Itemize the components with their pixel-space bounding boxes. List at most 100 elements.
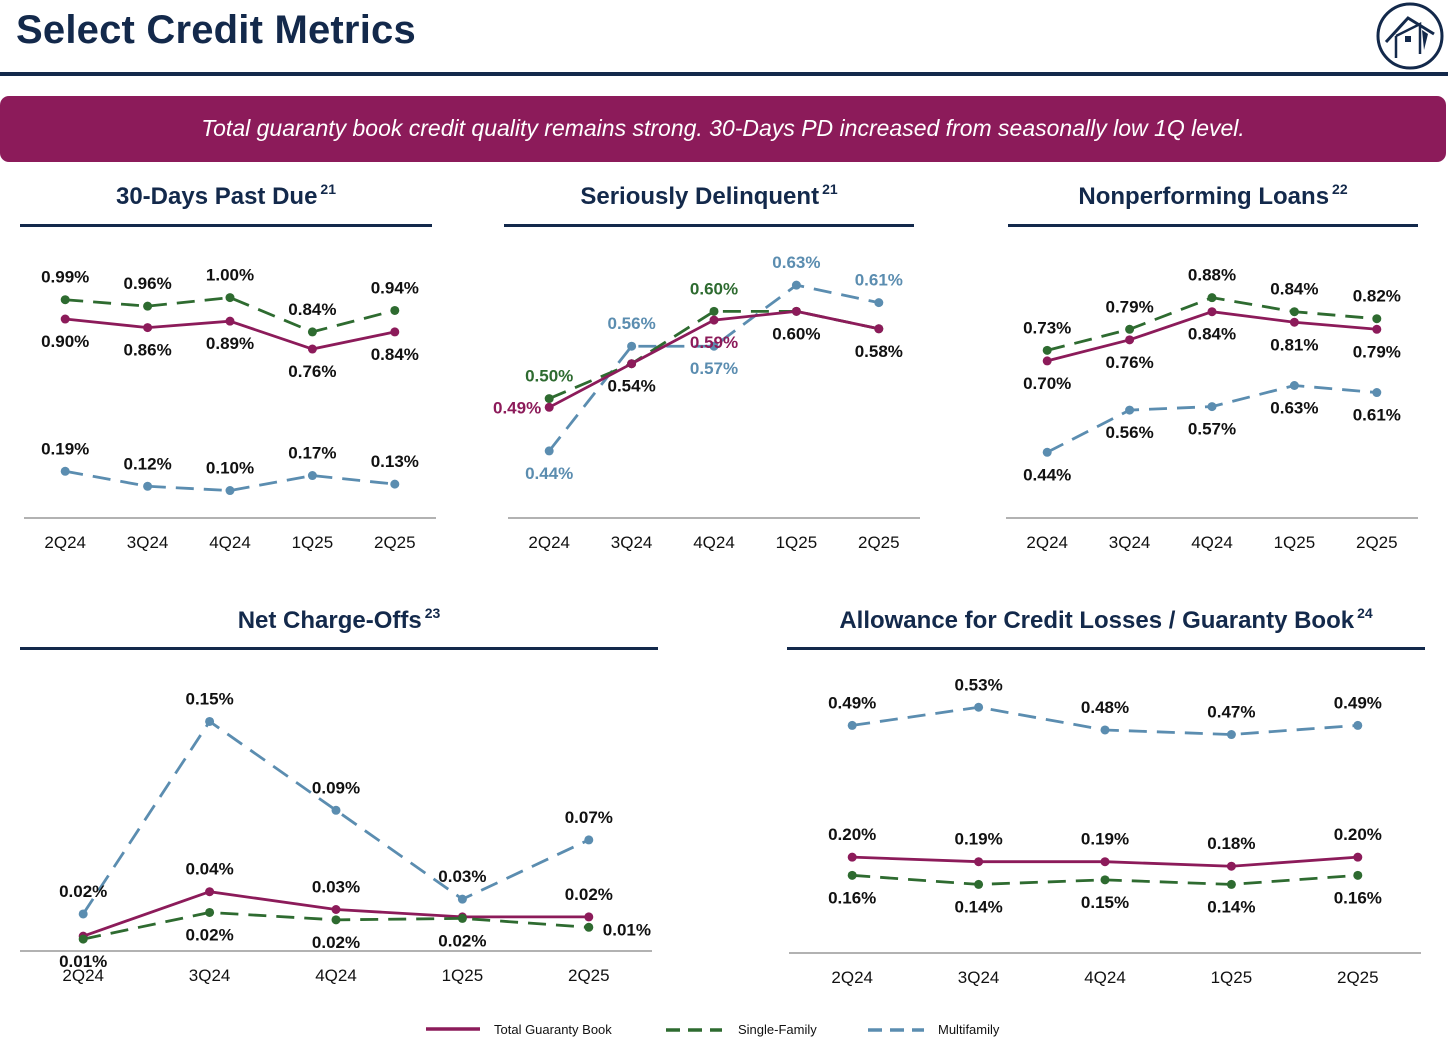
heading-rule: [504, 224, 914, 227]
data-label-single-family: 0.50%: [525, 367, 573, 386]
data-label-total-guaranty-book: 0.20%: [828, 825, 876, 844]
legend-item-single-family: Single-Family: [664, 1018, 864, 1042]
data-point-total-guaranty-book: [974, 857, 984, 867]
data-point-multifamily: [1207, 402, 1217, 412]
data-point-total-guaranty-book: [1372, 324, 1382, 334]
data-label-single-family: 0.73%: [1023, 318, 1071, 337]
data-point-total-guaranty-book: [143, 323, 153, 333]
x-tick-label: 3Q24: [189, 966, 231, 985]
data-point-multifamily: [791, 280, 801, 290]
x-tick-label: 2Q24: [62, 966, 104, 985]
data-point-total-guaranty-book: [1100, 857, 1110, 867]
data-point-total-guaranty-book: [1226, 861, 1236, 871]
data-label-multifamily: 0.61%: [1353, 406, 1401, 425]
data-label-multifamily: 0.44%: [1023, 465, 1071, 484]
data-label-total-guaranty-book: 0.59%: [690, 333, 738, 352]
data-label-total-guaranty-book: 0.86%: [123, 341, 171, 360]
data-label-single-family: 0.15%: [1081, 893, 1129, 912]
data-point-total-guaranty-book: [205, 887, 215, 897]
data-label-single-family: 0.79%: [1105, 297, 1153, 316]
x-tick-label: 1Q25: [776, 533, 818, 552]
chart-title: Allowance for Credit Losses / Guaranty B…: [839, 605, 1373, 634]
data-point-multifamily: [544, 446, 554, 456]
data-point-multifamily: [143, 481, 153, 491]
data-label-multifamily: 0.56%: [1105, 423, 1153, 442]
data-point-single-family: [847, 870, 857, 880]
data-label-total-guaranty-book: 0.84%: [371, 345, 419, 364]
data-label-multifamily: 0.03%: [438, 867, 486, 886]
chart-title: Net Charge-Offs 23: [237, 605, 441, 634]
data-point-single-family: [1289, 307, 1299, 317]
footnote-ref: 22: [1332, 181, 1348, 197]
data-label-multifamily: 0.63%: [772, 253, 820, 272]
series-line-single-family: [548, 309, 880, 400]
data-label-multifamily: 0.49%: [828, 693, 876, 712]
data-point-single-family: [791, 306, 801, 316]
data-point-total-guaranty-book: [390, 327, 400, 337]
data-label-single-family: 0.16%: [828, 888, 876, 907]
data-label-single-family: 0.02%: [438, 931, 486, 950]
data-label-multifamily: 0.10%: [206, 459, 254, 478]
series-line-multifamily: [82, 719, 590, 915]
data-label-multifamily: 0.02%: [59, 882, 107, 901]
legend-swatch-single-family: [666, 1028, 722, 1032]
data-label-total-guaranty-book: 0.18%: [1207, 834, 1255, 853]
data-label-multifamily: 0.49%: [1334, 693, 1382, 712]
heading-rule: [787, 647, 1425, 650]
data-label-single-family: 0.94%: [371, 278, 419, 297]
footnote-ref: 24: [1357, 605, 1373, 621]
data-point-single-family: [627, 359, 637, 369]
chart-title: Nonperforming Loans 22: [1078, 181, 1348, 210]
x-tick-label: 2Q25: [1337, 968, 1379, 987]
data-label-multifamily: 0.44%: [525, 464, 573, 483]
data-point-single-family: [974, 879, 984, 889]
data-label-multifamily: 0.61%: [855, 271, 903, 290]
data-label-multifamily: 0.17%: [288, 444, 336, 463]
data-point-total-guaranty-book: [457, 912, 467, 922]
data-label-multifamily: 0.56%: [607, 314, 655, 333]
series-line-total-guaranty-book: [1046, 310, 1377, 363]
data-label-total-guaranty-book: 0.02%: [565, 885, 613, 904]
footnote-ref: 23: [424, 605, 441, 621]
series-line-multifamily: [548, 283, 880, 452]
series-line-multifamily: [1046, 384, 1377, 454]
data-label-multifamily: 0.12%: [123, 454, 171, 473]
data-point-multifamily: [60, 466, 70, 476]
x-tick-label: 3Q24: [611, 533, 653, 552]
x-tick-label: 4Q24: [1191, 533, 1233, 552]
legend-label: Single-Family: [738, 1022, 817, 1037]
data-point-multifamily: [874, 298, 884, 308]
legend-label: Total Guaranty Book: [494, 1022, 612, 1037]
chart-title: 30-Days Past Due 21: [115, 181, 336, 210]
data-label-single-family: 0.02%: [185, 925, 233, 944]
data-label-total-guaranty-book: 0.19%: [1081, 830, 1129, 849]
heading-rule: [1008, 224, 1418, 227]
data-label-total-guaranty-book: 0.04%: [185, 860, 233, 879]
data-label-total-guaranty-book: 0.19%: [954, 830, 1002, 849]
data-label-single-family: 0.84%: [288, 300, 336, 319]
data-point-multifamily: [974, 702, 984, 712]
data-label-total-guaranty-book: 0.58%: [855, 342, 903, 361]
data-point-single-family: [584, 922, 594, 932]
data-point-total-guaranty-book: [1353, 852, 1363, 862]
data-label-single-family: 0.16%: [1334, 888, 1382, 907]
data-point-total-guaranty-book: [307, 344, 317, 354]
data-point-single-family: [143, 301, 153, 311]
x-tick-label: 1Q25: [1274, 533, 1316, 552]
data-label-single-family: 0.60%: [690, 279, 738, 298]
x-tick-label: 4Q24: [209, 533, 251, 552]
data-point-total-guaranty-book: [584, 912, 594, 922]
data-label-total-guaranty-book: 0.03%: [312, 878, 360, 897]
data-point-single-family: [544, 394, 554, 404]
data-point-multifamily: [1226, 730, 1236, 740]
x-tick-label: 2Q24: [528, 533, 570, 552]
data-point-multifamily: [1372, 388, 1382, 398]
data-label-multifamily: 0.57%: [690, 359, 738, 378]
data-point-total-guaranty-book: [1289, 317, 1299, 327]
page-title: Select Credit Metrics: [16, 8, 416, 52]
legend-swatch-multifamily: [868, 1028, 924, 1032]
x-tick-label: 4Q24: [315, 966, 357, 985]
data-label-total-guaranty-book: 0.90%: [41, 332, 89, 351]
data-point-total-guaranty-book: [709, 315, 719, 325]
title-rule: [0, 72, 1448, 76]
